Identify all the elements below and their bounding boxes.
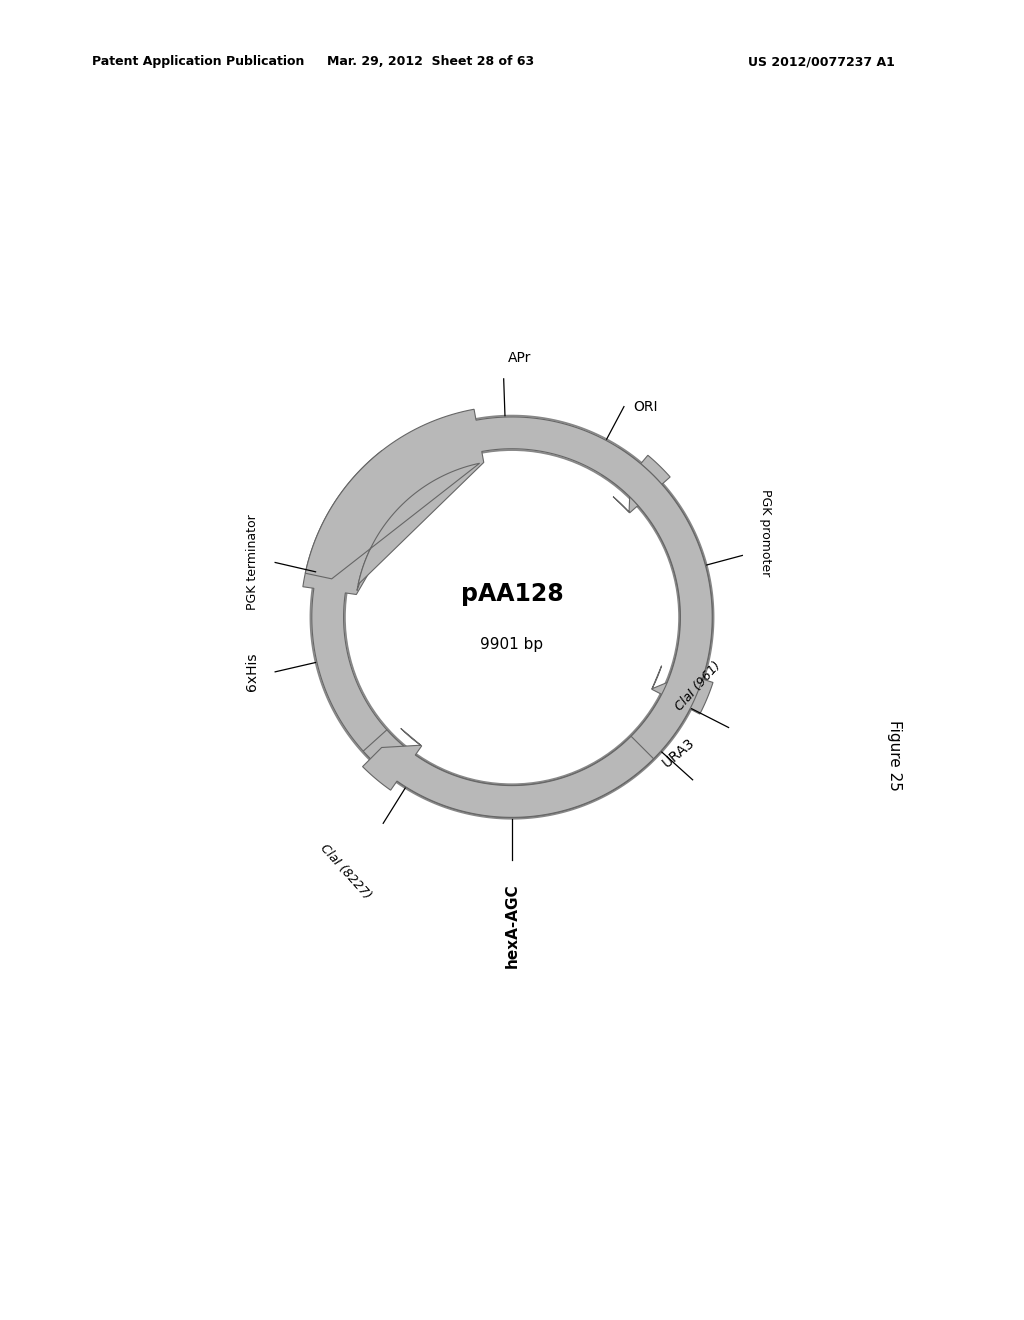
Text: Patent Application Publication: Patent Application Publication: [92, 55, 304, 69]
Text: APr: APr: [508, 351, 531, 366]
Text: Figure 25: Figure 25: [887, 719, 902, 791]
Text: 6xHis: 6xHis: [245, 652, 259, 692]
Polygon shape: [305, 409, 713, 817]
Text: ClaI (961): ClaI (961): [673, 660, 724, 714]
Polygon shape: [362, 729, 653, 817]
Text: URA3: URA3: [659, 735, 697, 771]
Polygon shape: [596, 665, 713, 791]
Text: US 2012/0077237 A1: US 2012/0077237 A1: [748, 55, 894, 69]
Text: Mar. 29, 2012  Sheet 28 of 63: Mar. 29, 2012 Sheet 28 of 63: [327, 55, 534, 69]
Text: ClaI (8227): ClaI (8227): [317, 842, 374, 902]
Text: ORI: ORI: [633, 400, 657, 413]
Polygon shape: [310, 416, 714, 818]
Text: pAA128: pAA128: [461, 582, 563, 606]
Circle shape: [345, 450, 679, 784]
Text: 9901 bp: 9901 bp: [480, 638, 544, 652]
Polygon shape: [613, 455, 713, 685]
Text: PGK terminator: PGK terminator: [246, 515, 259, 610]
Text: PGK promoter: PGK promoter: [759, 488, 772, 576]
Text: hexA-AGC: hexA-AGC: [505, 883, 519, 968]
Polygon shape: [303, 447, 713, 817]
